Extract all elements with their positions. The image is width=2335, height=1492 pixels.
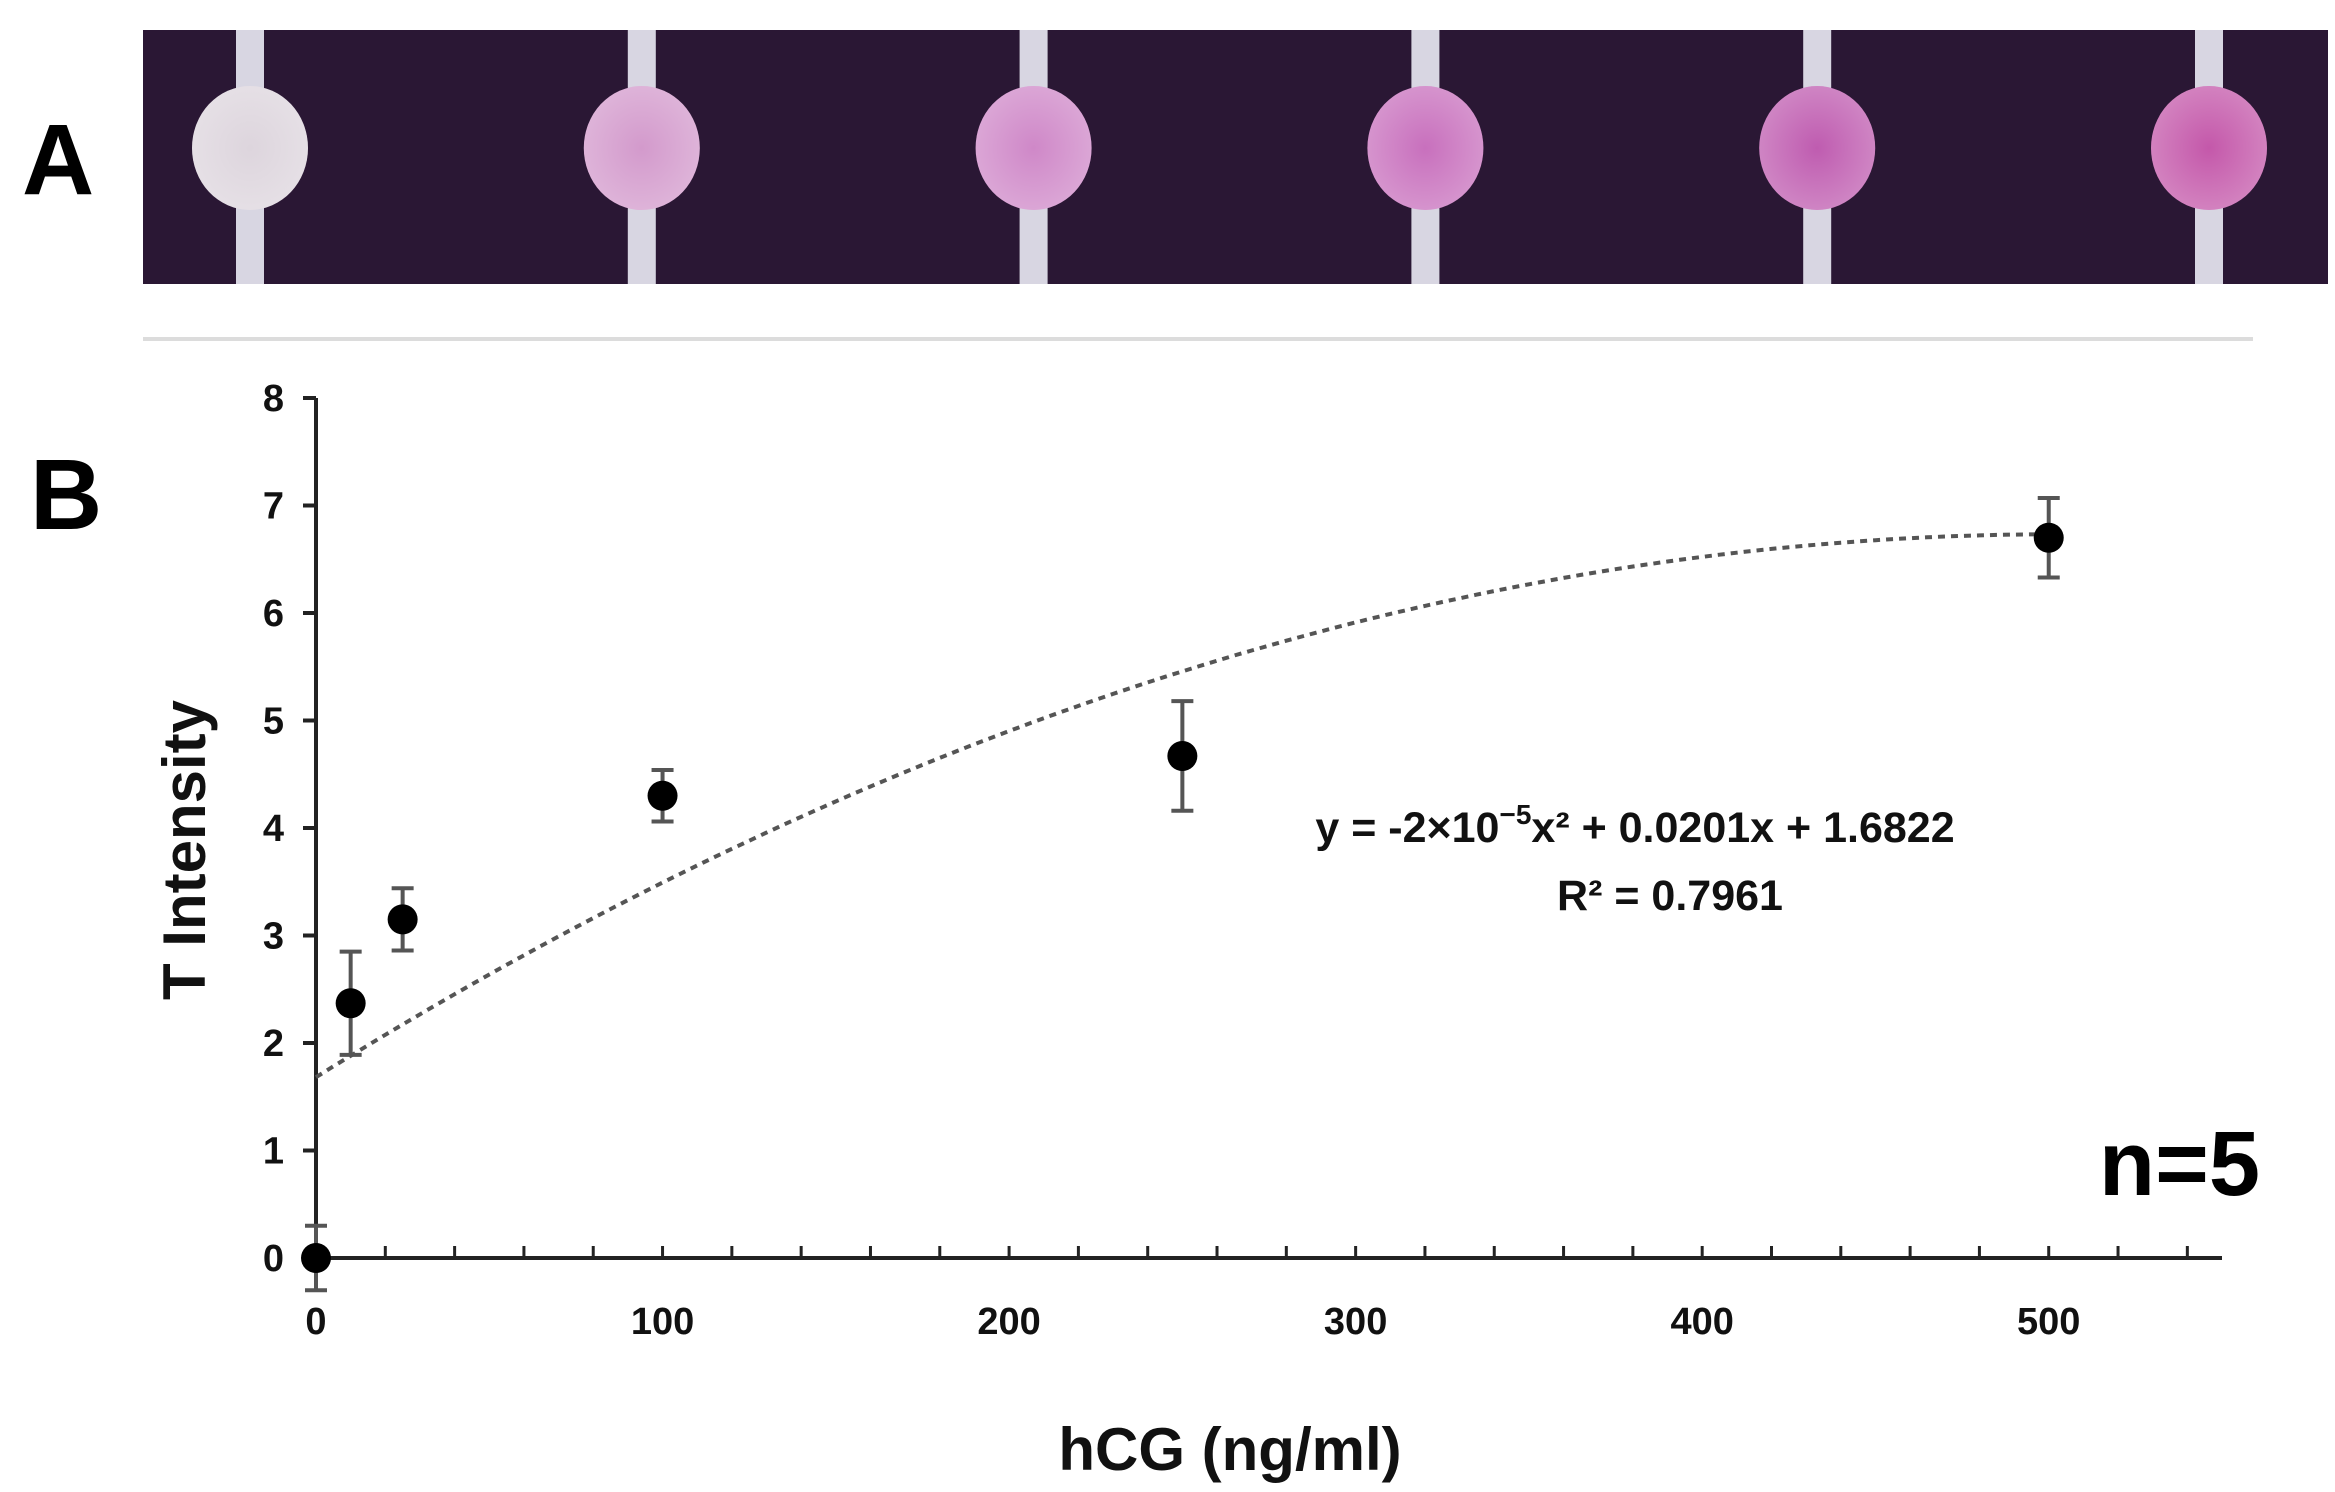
x-tick-label: 300 <box>1324 1301 1387 1343</box>
y-tick-label: 4 <box>263 808 284 850</box>
strip-spots <box>192 30 2267 284</box>
strip-spot-shade <box>583 86 700 210</box>
y-tick-label: 8 <box>263 378 284 420</box>
x-tick-label: 200 <box>977 1301 1040 1343</box>
point-marker <box>301 1243 331 1273</box>
y-axis-title: T Intensity <box>151 699 218 1000</box>
y-axis: 0 1 2 3 4 5 6 7 8 <box>263 378 318 1280</box>
x-axis-title: hCG (ng/ml) <box>1058 1416 1401 1483</box>
point-marker <box>387 904 418 935</box>
panel-b-label: B <box>30 439 103 551</box>
x-tick-label: 100 <box>631 1301 694 1343</box>
panel-divider <box>143 337 2253 341</box>
data-point-3 <box>387 886 418 953</box>
data-point-5 <box>1167 699 1198 813</box>
y-tick-label: 2 <box>263 1023 284 1065</box>
strip-spot-6 <box>2151 30 2267 284</box>
panel-a-label: A <box>22 104 95 216</box>
y-tick-label: 0 <box>263 1238 284 1280</box>
strip-spot-1 <box>192 30 308 284</box>
y-tick-label: 7 <box>263 486 284 528</box>
x-tick-label: 500 <box>2017 1301 2080 1343</box>
trendline <box>314 532 2049 1079</box>
x-axis: 0 100 200 300 400 500 <box>305 1246 2222 1343</box>
data-point-2 <box>335 949 366 1057</box>
equation-prefix: y = -2×10 <box>1315 804 1499 852</box>
equation-suffix: x² + 0.0201x + 1.6822 <box>1531 804 1954 852</box>
trendline-equation: y = -2×10−5x² + 0.0201x + 1.6822 <box>1315 799 1954 852</box>
x-tick-label: 0 <box>305 1301 326 1343</box>
y-tick-label: 1 <box>263 1131 284 1173</box>
strip-spot-5 <box>1759 30 1876 284</box>
strip-spot-3 <box>975 30 1092 284</box>
point-marker <box>335 988 366 1019</box>
equation-exponent: −5 <box>1499 799 1531 830</box>
data-point-1 <box>301 1223 331 1293</box>
r-squared-label: R² = 0.7961 <box>1557 872 1783 920</box>
strip-spot-4 <box>1367 30 1484 284</box>
point-marker <box>1167 740 1198 771</box>
sample-size-label: n=5 <box>2099 1113 2260 1215</box>
point-marker <box>2033 522 2064 553</box>
y-tick-label: 5 <box>263 701 284 743</box>
strip-spot-shade <box>2151 86 2267 210</box>
strip-spot-shade <box>1367 86 1484 210</box>
strip-spot-shade <box>1759 86 1876 210</box>
strip-spot-shade <box>192 86 308 210</box>
data-points <box>301 495 2064 1293</box>
data-point-6 <box>2033 495 2064 580</box>
y-tick-label: 6 <box>263 593 284 635</box>
x-tick-label: 400 <box>1670 1301 1733 1343</box>
point-marker <box>647 780 678 811</box>
strip-spot-2 <box>583 30 700 284</box>
strip-background <box>143 30 2328 284</box>
strip-spot-shade <box>975 86 1092 210</box>
y-tick-label: 3 <box>263 916 284 958</box>
test-strip-photo <box>143 30 2328 284</box>
data-point-4 <box>647 767 678 824</box>
